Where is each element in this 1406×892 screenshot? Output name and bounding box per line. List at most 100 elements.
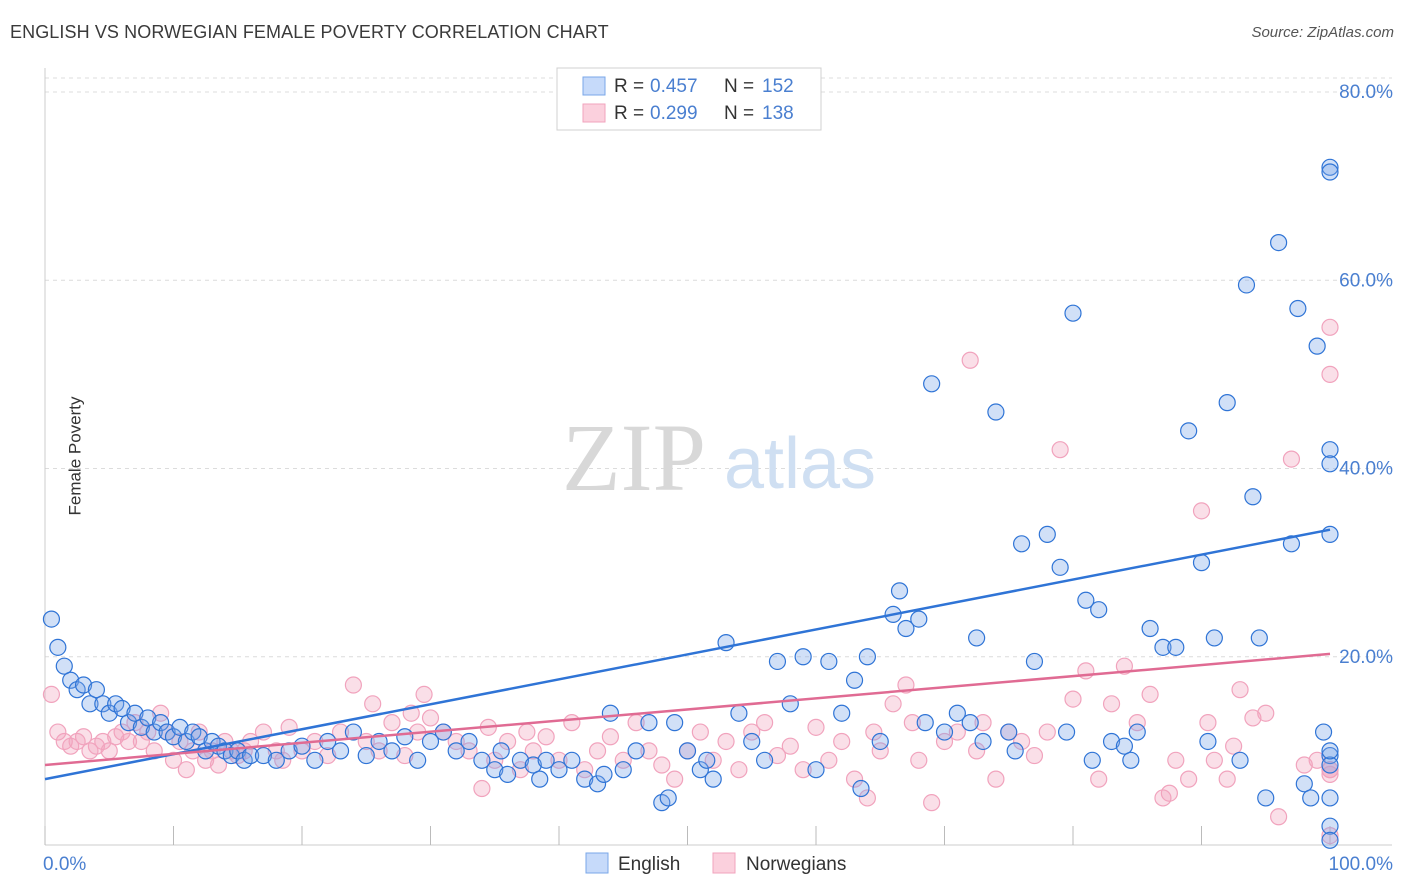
english-point — [1321, 746, 1339, 765]
english-point — [1314, 723, 1333, 741]
english-point — [961, 714, 979, 732]
english-point — [691, 761, 709, 779]
english-point — [1012, 535, 1031, 553]
english-point — [164, 728, 183, 746]
english-point — [62, 671, 80, 689]
english-point — [1128, 723, 1146, 741]
norwegian-point — [640, 742, 658, 760]
english-point — [730, 704, 748, 722]
norwegian-point — [1321, 765, 1339, 784]
english-point — [659, 789, 677, 807]
english-point — [139, 709, 157, 727]
watermark-zip: ZIP — [562, 404, 706, 511]
english-point — [421, 732, 440, 751]
norwegian-point — [1128, 714, 1146, 732]
legend-swatch-norwegian — [582, 103, 606, 123]
english-point — [1192, 554, 1211, 572]
english-point — [550, 761, 568, 779]
norwegian-point — [132, 732, 150, 751]
english-point — [531, 770, 549, 788]
norwegian-point — [653, 756, 671, 774]
english-point — [1090, 601, 1108, 619]
english-point — [177, 732, 195, 751]
english-point — [1025, 652, 1044, 671]
bottom-legend-label-english: English — [618, 854, 680, 875]
english-point — [1237, 276, 1256, 294]
norwegian-point — [1090, 770, 1108, 788]
english-point — [306, 751, 324, 769]
english-point — [910, 610, 928, 628]
norwegian-point — [768, 746, 787, 765]
norwegian-point — [755, 714, 774, 732]
english-point — [704, 770, 722, 788]
norwegian-point — [1205, 751, 1223, 769]
norwegian-point — [903, 714, 921, 732]
english-point — [968, 629, 986, 647]
norwegian-point — [94, 732, 112, 751]
legend-n-value-english: 152 — [762, 76, 794, 97]
norwegian-point — [1321, 761, 1339, 779]
english-point — [74, 676, 93, 694]
english-point — [1321, 441, 1339, 459]
english-point — [595, 765, 613, 784]
english-point — [1289, 299, 1307, 318]
norwegian-point — [910, 751, 928, 769]
norwegian-point — [473, 779, 491, 798]
english-point — [1218, 394, 1236, 412]
english-point — [132, 718, 150, 736]
english-point — [1077, 591, 1095, 609]
norwegian-point — [383, 714, 401, 732]
english-point — [1269, 234, 1288, 252]
norwegian-point — [113, 723, 131, 741]
english-point — [1154, 638, 1172, 656]
x-tick-label: 0.0% — [43, 854, 86, 875]
english-point — [396, 728, 414, 746]
tick-labels: 20.0% 40.0% 60.0% 80.0% 0.0% 100.0% — [43, 82, 1393, 875]
norwegian-point — [421, 709, 440, 727]
norwegian-point — [370, 742, 388, 760]
english-point — [499, 765, 517, 784]
norwegian-point — [1051, 441, 1069, 459]
norwegian-point — [1141, 685, 1159, 704]
x-tick-label: 100.0% — [1329, 854, 1394, 875]
y-tick-label: 60.0% — [1339, 270, 1393, 291]
bottom-legend-swatch-english — [585, 852, 609, 874]
english-point — [171, 718, 189, 736]
english-point — [948, 704, 966, 722]
english-point — [1302, 789, 1320, 807]
norwegian-point — [499, 732, 517, 751]
norwegian-points — [42, 318, 1339, 845]
english-point — [1321, 158, 1339, 176]
norwegian-point — [1244, 709, 1262, 727]
english-point — [447, 742, 465, 760]
english-point — [698, 751, 716, 769]
english-point — [576, 770, 594, 788]
english-points — [42, 158, 1339, 849]
norwegian-point — [537, 728, 555, 746]
correlation-legend: R = 0.457 N = 152 R = 0.299 N = 138 — [556, 67, 822, 131]
english-point — [890, 582, 909, 600]
english-point — [1006, 742, 1024, 760]
english-point — [383, 742, 401, 760]
english-point — [1115, 737, 1134, 755]
norwegian-point — [717, 732, 735, 751]
norwegian-point — [858, 789, 877, 807]
norwegian-point — [486, 751, 504, 769]
english-point — [588, 775, 607, 793]
english-point — [1000, 723, 1018, 741]
norwegian-point — [518, 723, 536, 741]
english-point — [1321, 742, 1339, 760]
norwegian-point — [1321, 318, 1339, 336]
bottom-legend-swatch-norwegian — [712, 852, 736, 874]
watermark-atlas: atlas — [724, 424, 876, 504]
english-point — [537, 751, 555, 769]
norwegian-point — [1012, 732, 1031, 751]
norwegian-point — [923, 794, 941, 812]
english-point — [1057, 723, 1076, 741]
english-point — [267, 751, 285, 769]
norwegian-point — [1321, 365, 1339, 383]
english-point — [100, 704, 118, 722]
norwegian-point — [1025, 746, 1044, 765]
english-point — [1231, 751, 1249, 769]
